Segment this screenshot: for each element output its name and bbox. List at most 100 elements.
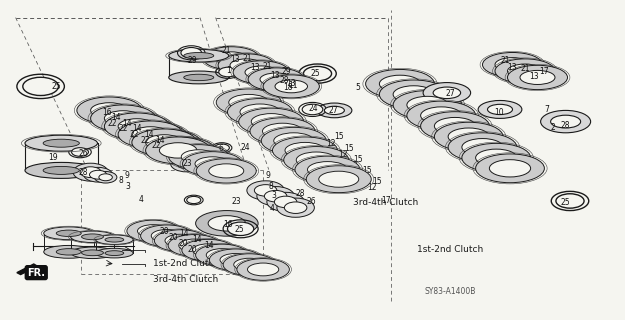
Ellipse shape bbox=[277, 198, 314, 217]
Ellipse shape bbox=[508, 65, 568, 90]
Ellipse shape bbox=[319, 171, 359, 187]
Ellipse shape bbox=[296, 152, 336, 168]
Ellipse shape bbox=[104, 111, 142, 126]
Ellipse shape bbox=[482, 52, 542, 77]
Ellipse shape bbox=[56, 249, 81, 255]
Text: 23: 23 bbox=[231, 197, 241, 206]
Ellipse shape bbox=[272, 137, 338, 164]
Text: 14: 14 bbox=[204, 241, 214, 250]
Ellipse shape bbox=[317, 103, 352, 118]
Ellipse shape bbox=[73, 163, 108, 181]
Text: 14: 14 bbox=[132, 124, 142, 133]
Ellipse shape bbox=[127, 124, 188, 148]
Text: 6: 6 bbox=[218, 144, 223, 153]
Ellipse shape bbox=[96, 235, 133, 244]
Ellipse shape bbox=[251, 114, 291, 130]
Ellipse shape bbox=[379, 80, 448, 109]
Ellipse shape bbox=[304, 66, 331, 81]
Ellipse shape bbox=[239, 108, 304, 135]
Text: 14: 14 bbox=[122, 119, 132, 128]
Ellipse shape bbox=[245, 66, 278, 79]
Ellipse shape bbox=[184, 52, 214, 59]
Ellipse shape bbox=[56, 230, 81, 236]
Text: 14: 14 bbox=[144, 130, 154, 139]
Ellipse shape bbox=[478, 100, 522, 118]
Text: 22: 22 bbox=[140, 136, 150, 145]
Text: 23: 23 bbox=[182, 159, 192, 168]
Ellipse shape bbox=[247, 181, 284, 200]
Ellipse shape bbox=[488, 104, 512, 115]
Ellipse shape bbox=[476, 154, 544, 183]
Text: 3: 3 bbox=[126, 182, 131, 191]
Text: 28: 28 bbox=[561, 121, 571, 130]
Text: 17: 17 bbox=[381, 196, 391, 205]
Ellipse shape bbox=[234, 258, 265, 271]
Text: 14: 14 bbox=[155, 136, 165, 145]
Text: 17: 17 bbox=[539, 67, 549, 76]
Ellipse shape bbox=[23, 77, 59, 95]
Ellipse shape bbox=[275, 80, 308, 93]
Ellipse shape bbox=[308, 162, 348, 178]
Text: 11: 11 bbox=[288, 81, 298, 90]
Ellipse shape bbox=[216, 89, 281, 116]
Ellipse shape bbox=[112, 115, 148, 129]
Ellipse shape bbox=[94, 172, 117, 183]
Text: 21: 21 bbox=[520, 64, 530, 73]
Text: 29: 29 bbox=[281, 68, 291, 76]
Ellipse shape bbox=[146, 137, 211, 164]
Ellipse shape bbox=[114, 116, 174, 141]
Text: 20: 20 bbox=[178, 239, 188, 248]
Polygon shape bbox=[17, 264, 38, 275]
Text: 27: 27 bbox=[328, 106, 338, 115]
Text: 21: 21 bbox=[242, 54, 252, 63]
Text: 25: 25 bbox=[311, 69, 321, 78]
Text: 28: 28 bbox=[279, 76, 289, 85]
Text: 14: 14 bbox=[111, 113, 121, 122]
Ellipse shape bbox=[104, 113, 169, 140]
Text: 4: 4 bbox=[138, 196, 143, 204]
Text: 22: 22 bbox=[107, 119, 118, 128]
Ellipse shape bbox=[177, 159, 196, 169]
Ellipse shape bbox=[448, 128, 489, 145]
Ellipse shape bbox=[434, 122, 503, 151]
Ellipse shape bbox=[489, 160, 531, 177]
Ellipse shape bbox=[284, 202, 307, 213]
Text: 21: 21 bbox=[262, 62, 272, 71]
Ellipse shape bbox=[71, 247, 114, 259]
Text: 13: 13 bbox=[286, 79, 296, 88]
Ellipse shape bbox=[84, 167, 112, 182]
Ellipse shape bbox=[257, 187, 294, 206]
Text: 15: 15 bbox=[334, 132, 344, 141]
Ellipse shape bbox=[196, 211, 258, 236]
Ellipse shape bbox=[208, 216, 246, 231]
Ellipse shape bbox=[100, 109, 160, 134]
Text: 18: 18 bbox=[282, 83, 292, 92]
Ellipse shape bbox=[132, 129, 197, 156]
Ellipse shape bbox=[141, 225, 193, 247]
Ellipse shape bbox=[169, 71, 229, 84]
Ellipse shape bbox=[260, 73, 292, 86]
Text: 10: 10 bbox=[494, 108, 504, 117]
Text: 15: 15 bbox=[353, 155, 363, 164]
Ellipse shape bbox=[220, 253, 251, 266]
Ellipse shape bbox=[462, 143, 531, 172]
Ellipse shape bbox=[240, 104, 280, 120]
Ellipse shape bbox=[169, 49, 229, 62]
Ellipse shape bbox=[215, 52, 248, 65]
Ellipse shape bbox=[141, 131, 201, 155]
Ellipse shape bbox=[179, 239, 210, 252]
Ellipse shape bbox=[434, 117, 476, 135]
Ellipse shape bbox=[182, 152, 243, 176]
Text: 21: 21 bbox=[221, 46, 231, 55]
Ellipse shape bbox=[169, 145, 229, 169]
Text: 9: 9 bbox=[124, 171, 129, 180]
Text: 9: 9 bbox=[265, 171, 270, 180]
Text: 20: 20 bbox=[159, 228, 169, 236]
Ellipse shape bbox=[91, 103, 128, 118]
Ellipse shape bbox=[195, 157, 230, 171]
Text: 15: 15 bbox=[344, 144, 354, 153]
Ellipse shape bbox=[541, 110, 591, 133]
Text: 8: 8 bbox=[268, 182, 273, 191]
Ellipse shape bbox=[159, 143, 197, 158]
Ellipse shape bbox=[25, 162, 98, 178]
